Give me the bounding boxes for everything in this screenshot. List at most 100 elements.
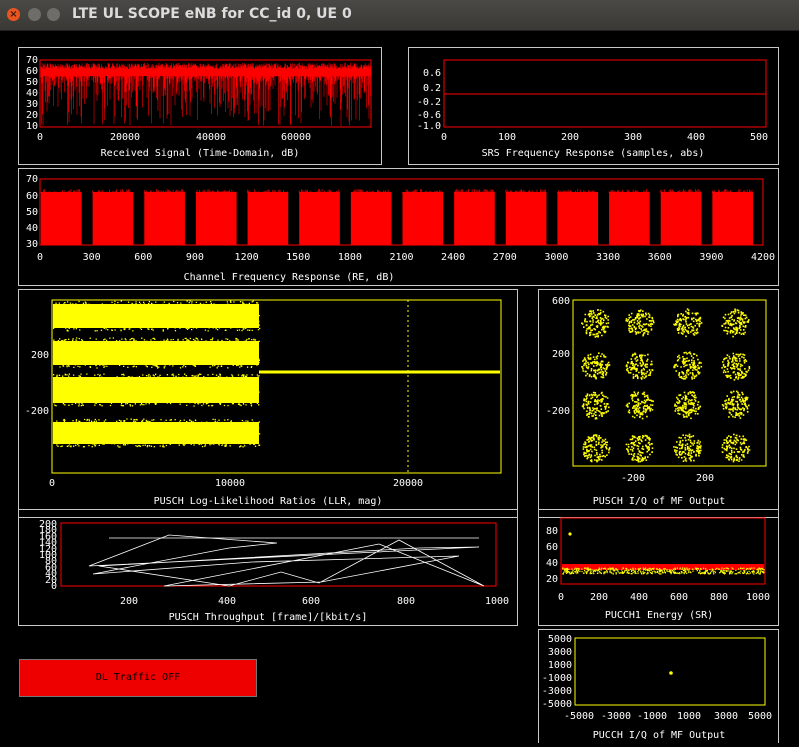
channel-frequency-block [454,192,495,245]
y-tick: 200 [39,519,57,530]
y-tick: 180 [39,525,57,536]
x-tick: 3600 [648,252,672,263]
pucch-iq-y-ticks: 5000 3000 1000 -1000 -3000 -5000 [542,634,572,710]
channel-frequency-peaks [608,189,650,193]
iq-cluster [625,391,654,420]
llr-frame [51,299,502,474]
maximize-icon[interactable] [47,8,60,21]
y-tick: 200 [31,350,49,361]
x-tick: -200 [621,473,645,484]
x-tick: 20000 [110,132,140,143]
y-tick: -200 [546,406,570,417]
x-tick: 4200 [751,252,775,263]
channel-frequency-block [350,192,392,245]
x-tick: 2100 [389,252,413,263]
x-tick: 500 [750,132,768,143]
iq-cluster [581,391,610,420]
x-tick: 300 [83,252,101,263]
iq-cluster [721,433,751,463]
pucch1-panel: 80 60 40 20 0 0 200 400 600 800 1000 PUC… [538,509,779,626]
iq-cluster [625,352,654,380]
channel-frequency-block [402,192,444,245]
pucch1-outlier-point [568,532,572,536]
received-signal-y-ticks: 70 60 50 40 30 20 10 [26,55,38,132]
channel-frequency-y-ticks: 70 60 50 40 30 [26,174,38,250]
y-tick: 30 [26,239,38,250]
x-tick: 900 [186,252,204,263]
throughput-panel: 200 180 160 140 120 100 80 60 40 20 0 200 400 600 … [18,509,518,626]
y-tick: 120 [39,544,57,555]
channel-frequency-block [247,192,289,245]
channel-frequency-x-ticks: 0 300 600 900 1200 1500 1800 2100 2400 2700 3000 33… [37,252,775,263]
x-tick: 800 [710,592,728,603]
iq-cluster [673,433,702,462]
y-tick: -1.0 [417,121,441,132]
y-tick: 30 [26,99,38,110]
x-tick: 2400 [441,252,465,263]
pusch-iq-plot [572,299,767,467]
pucch-iq-caption: PUCCH I/Q of MF Output [593,730,725,741]
iq-cluster [625,309,655,337]
channel-frequency-peaks [402,189,443,193]
channel-frequency-frame [39,178,764,246]
y-tick: 40 [26,88,38,99]
srs-y-ticks: 0.6 0.2 -0.2 -0.6 -1.0 [417,68,441,132]
channel-frequency-caption: Channel Frequency Response (RE, dB) [184,272,395,283]
srs-caption: SRS Frequency Response (samples, abs) [482,148,705,159]
y-tick: 5000 [548,634,572,645]
y-tick: 60 [546,542,558,553]
channel-frequency-block [195,192,237,245]
x-tick: 100 [498,132,516,143]
y-tick: 0 [51,581,57,592]
x-tick: 3000 [544,252,568,263]
iq-cluster [581,352,611,380]
y-tick: 70 [26,174,38,185]
x-tick: 1000 [485,596,509,607]
y-tick: 3000 [548,647,572,658]
y-tick: -200 [25,406,49,417]
x-tick: 3000 [714,711,738,722]
close-icon[interactable]: × [7,8,20,21]
minimize-icon[interactable] [28,8,41,21]
pusch-iq-x-ticks: -200 200 [621,473,714,484]
channel-frequency-peaks [247,189,288,193]
x-tick: 40000 [196,132,226,143]
y-tick: 0.2 [423,83,441,94]
llr-scatter [53,300,261,332]
y-tick: 60 [26,66,38,77]
x-tick: 0 [49,478,55,489]
x-tick: 200 [696,473,714,484]
x-tick: -5000 [564,711,594,722]
channel-frequency-block [92,192,134,245]
iq-cluster [721,352,751,381]
y-tick: 60 [26,191,38,202]
x-tick: 0 [37,132,43,143]
y-tick: 140 [39,538,57,549]
pucch1-frame [560,517,766,585]
received-signal-panel: 70 60 50 40 30 20 10 0 20000 40000 60000… [18,47,382,165]
y-tick: 70 [26,55,38,66]
x-tick: 1000 [677,711,701,722]
x-tick: 3900 [699,252,723,263]
x-tick: -3000 [601,711,631,722]
received-signal-plot [39,59,372,128]
x-tick: 800 [397,596,415,607]
x-tick: 300 [624,132,642,143]
llr-plot [51,299,502,474]
llr-panel: 200 -200 0 10000 20000 PUSCH Log-Likelih… [18,289,518,518]
x-tick: 400 [218,596,236,607]
llr-scatter [53,418,261,448]
dl-traffic-toggle-button[interactable]: DL Traffic OFF [19,659,257,697]
y-tick: 600 [552,296,570,307]
iq-cluster [721,390,750,419]
x-tick: 200 [120,596,138,607]
throughput-plot [60,522,497,587]
x-tick: 1200 [235,252,259,263]
x-tick: 10000 [215,478,245,489]
channel-frequency-block [299,192,340,245]
x-tick: 5000 [748,711,772,722]
x-tick: 200 [561,132,579,143]
x-tick: 1800 [338,252,362,263]
llr-band [53,377,259,403]
llr-scatter [53,337,260,369]
